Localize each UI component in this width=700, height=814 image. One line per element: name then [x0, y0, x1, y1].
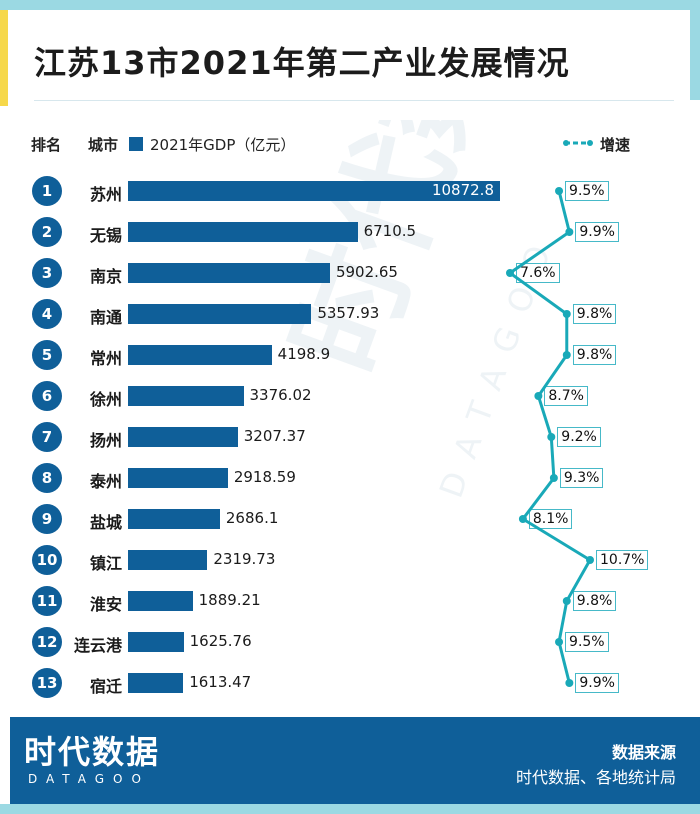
growth-value-label: 9.9% [575, 673, 619, 693]
growth-value-label: 10.7% [596, 550, 649, 570]
gdp-bar [128, 427, 238, 447]
city-label: 徐州 [89, 390, 122, 409]
city-label: 淮安 [89, 595, 122, 614]
growth-point [506, 269, 514, 277]
rank-badge: 12 [32, 627, 62, 657]
rank-badge: 6 [32, 381, 62, 411]
gdp-bar [128, 468, 228, 488]
legend-line-icon [563, 140, 593, 146]
growth-value-label: 8.7% [544, 386, 588, 406]
city-label: 南通 [89, 308, 122, 327]
city-label: 宿迁 [89, 677, 122, 696]
gdp-bar [128, 222, 358, 242]
city-label: 盐城 [89, 513, 122, 532]
footer-source-title: 数据来源 [611, 743, 676, 762]
rank-badge: 1 [32, 176, 62, 206]
growth-value-label: 9.3% [559, 468, 604, 488]
growth-point [565, 679, 574, 687]
city-label: 连云港 [73, 636, 122, 655]
top-accent-stripe [0, 0, 700, 10]
legend-bar-label: 2021年GDP（亿元） [150, 136, 296, 154]
rank-badge: 13 [32, 668, 62, 698]
right-accent-stripe [690, 10, 700, 100]
growth-point [549, 474, 558, 482]
growth-value-label: 9.8% [572, 591, 617, 611]
gdp-value-label: 1625.76 [189, 632, 252, 650]
header-city: 城市 [88, 136, 119, 154]
growth-point [562, 351, 571, 359]
growth-point [562, 310, 571, 318]
page-title: 江苏13市2021年第二产业发展情况 [34, 44, 570, 82]
rank-badge: 8 [32, 463, 62, 493]
gdp-value-label: 3207.37 [243, 427, 306, 445]
growth-value-label: 8.1% [528, 509, 573, 529]
growth-point [547, 433, 556, 441]
city-label: 南京 [89, 267, 122, 286]
gdp-bar [128, 550, 208, 570]
gdp-bar [128, 509, 220, 529]
city-label: 常州 [89, 349, 122, 368]
gdp-value-label: 5357.93 [317, 304, 380, 322]
growth-value-label: 7.6% [516, 263, 560, 283]
gdp-bar [128, 304, 312, 324]
gdp-value-label: 3376.02 [249, 386, 312, 404]
growth-value-label: 9.8% [572, 304, 617, 324]
legend-bar-swatch [129, 137, 143, 151]
growth-point [555, 638, 564, 646]
city-label: 扬州 [89, 431, 122, 450]
growth-point [562, 597, 571, 605]
rank-badge: 7 [32, 422, 62, 452]
gdp-value-label: 1613.47 [189, 673, 252, 691]
growth-point [555, 187, 564, 195]
gdp-value-label: 4198.9 [277, 345, 331, 363]
gdp-value-label: 1889.21 [198, 591, 261, 609]
growth-point [518, 515, 527, 523]
gdp-bar [128, 386, 244, 406]
growth-value-label: 9.8% [572, 345, 617, 365]
rank-badge: 3 [32, 258, 62, 288]
gdp-bar [128, 181, 500, 201]
growth-point [565, 228, 574, 236]
growth-value-label: 9.2% [557, 427, 601, 447]
city-label: 无锡 [89, 226, 122, 245]
rank-badge: 4 [32, 299, 62, 329]
gdp-bar [128, 345, 272, 365]
gdp-value-label: 6710.5 [363, 222, 417, 240]
growth-value-label: 9.9% [575, 222, 619, 242]
gdp-value-label: 2918.59 [233, 468, 296, 486]
legend-line-label: 增速 [600, 136, 631, 154]
rank-badge: 2 [32, 217, 62, 247]
footer-source-text: 时代数据、各地统计局 [515, 768, 676, 787]
rank-badge: 11 [32, 586, 62, 616]
title-divider [34, 100, 674, 101]
city-label: 苏州 [89, 185, 122, 204]
city-label: 泰州 [89, 472, 122, 491]
rank-badge: 9 [32, 504, 62, 534]
footer-band [10, 717, 700, 814]
gdp-bar [128, 591, 193, 611]
footer-logo-subtext: DATAGOO [28, 772, 150, 786]
gdp-bar [128, 673, 184, 693]
rank-badge: 10 [32, 545, 62, 575]
footer-logo: 时代数据 [24, 733, 161, 771]
gdp-bar [128, 263, 330, 283]
left-accent-stripe [0, 10, 8, 106]
gdp-value-label: 2319.73 [213, 550, 276, 568]
gdp-value-label: 5902.65 [335, 263, 398, 281]
gdp-bar [128, 632, 184, 652]
gdp-value-label: 2686.1 [225, 509, 279, 527]
gdp-value-label: 10872.8 [431, 181, 494, 199]
city-label: 镇江 [89, 554, 122, 573]
growth-point [586, 556, 594, 564]
header-rank: 排名 [31, 136, 62, 154]
rank-badge: 5 [32, 340, 62, 370]
footer-bottom-accent [0, 804, 700, 814]
growth-point [534, 392, 543, 400]
growth-value-label: 9.5% [565, 632, 609, 652]
watermark: 时代数据 DATAGOO [267, 120, 565, 503]
growth-value-label: 9.5% [565, 181, 609, 201]
